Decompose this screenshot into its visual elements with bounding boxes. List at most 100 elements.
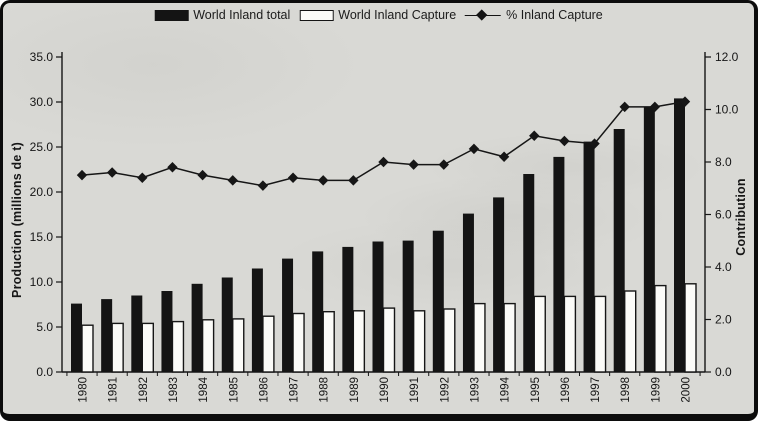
bar-world-inland-total-1999 <box>643 107 655 373</box>
right-axis-tick-label: 8.0 <box>715 155 732 169</box>
bar-world-inland-capture-1999 <box>654 284 667 373</box>
bar-world-inland-total-1986 <box>251 268 263 372</box>
bar-world-inland-total-1998 <box>613 129 625 372</box>
x-axis-year-label: 1980 <box>78 377 90 403</box>
diamond-marker-1996 <box>559 135 570 147</box>
bar-world-inland-capture-1988 <box>322 311 335 373</box>
diamond-marker-1986 <box>257 180 269 191</box>
x-axis-year-label: 1998 <box>620 377 632 403</box>
diamond-marker-1987 <box>287 172 299 183</box>
x-axis-year-label: 1995 <box>530 377 542 403</box>
left-axis-tick-label: 5.0 <box>36 320 53 334</box>
bar-world-inland-total-1982 <box>131 295 143 372</box>
x-axis-year-label: 1992 <box>439 377 451 403</box>
left-axis-tick-label: 20.0 <box>30 185 54 199</box>
x-axis-year-label: 1983 <box>168 377 180 403</box>
diamond-marker-1989 <box>348 175 359 186</box>
left-axis-tick-label: 35.0 <box>30 50 54 64</box>
bar-world-inland-capture-1990 <box>382 307 396 373</box>
x-axis-year-label: 1989 <box>349 377 361 403</box>
legend-item-pct-inland-capture: % Inland Capture <box>465 8 603 22</box>
diamond-marker-1998 <box>619 101 630 113</box>
bar-world-inland-capture-1998 <box>624 290 637 373</box>
bar-world-inland-capture-1997 <box>593 295 607 373</box>
x-axis-year-label: 1986 <box>258 377 270 403</box>
x-axis-year-label: 2000 <box>681 377 693 403</box>
bar-world-inland-total-1990 <box>372 241 384 372</box>
bar-world-inland-total-1985 <box>221 277 233 372</box>
bar-world-inland-total-1980 <box>71 303 82 372</box>
right-axis-tick-label: 6.0 <box>715 208 732 222</box>
bar-world-inland-capture-1996 <box>563 295 577 373</box>
x-axis-year-label: 1987 <box>289 377 301 403</box>
outline-bar-swatch-icon <box>299 9 334 21</box>
bar-world-inland-capture-1986 <box>262 315 275 373</box>
diamond-marker-1995 <box>529 130 540 141</box>
bar-world-inland-capture-1989 <box>352 310 366 373</box>
bar-world-inland-capture-1994 <box>503 302 516 373</box>
bar-world-inland-capture-1993 <box>473 302 486 373</box>
diamond-marker-1990 <box>378 156 389 168</box>
bar-world-inland-capture-1992 <box>443 308 456 373</box>
legend-label-world-inland-capture: World Inland Capture <box>338 8 457 22</box>
bar-world-inland-total-1994 <box>493 197 505 372</box>
diamond-marker-1985 <box>227 175 238 186</box>
left-axis-tick-label: 15.0 <box>30 230 54 244</box>
diamond-line-swatch-icon <box>465 8 502 21</box>
left-axis-tick-label: 10.0 <box>30 275 54 289</box>
bar-world-inland-total-1993 <box>462 213 474 372</box>
bar-world-inland-total-1989 <box>342 246 354 372</box>
left-axis-tick-label: 0.0 <box>36 365 53 379</box>
legend-label-world-inland-total: World Inland total <box>193 8 291 22</box>
x-axis-year-label: 1984 <box>198 376 210 402</box>
bar-world-inland-total-1996 <box>553 156 565 372</box>
bar-world-inland-capture-1981 <box>111 322 124 373</box>
bar-world-inland-capture-1991 <box>412 310 426 373</box>
right-axis-tick-label: 4.0 <box>715 260 732 274</box>
x-axis-year-label: 1985 <box>228 377 240 403</box>
left-axis-tick-label: 25.0 <box>30 140 54 154</box>
bar-world-inland-capture-2000 <box>684 283 697 373</box>
x-axis-year-label: 1991 <box>409 377 421 403</box>
x-axis-year-label: 1982 <box>138 377 150 403</box>
x-axis-year-label: 1981 <box>108 377 120 403</box>
diamond-marker-1984 <box>197 169 208 181</box>
diamond-marker-1981 <box>106 167 118 178</box>
right-axis-tick-label: 2.0 <box>715 313 732 327</box>
x-axis-year-label: 1990 <box>379 377 391 403</box>
bar-world-inland-total-1995 <box>523 174 535 372</box>
diamond-marker-1994 <box>498 151 510 162</box>
legend-item-world-inland-total: World Inland total <box>154 8 290 22</box>
left-axis-tick-label: 30.0 <box>30 95 54 109</box>
bar-world-inland-total-1991 <box>402 240 414 372</box>
bar-world-inland-capture-1995 <box>533 295 546 373</box>
right-axis-tick-label: 12.0 <box>715 50 739 64</box>
bar-world-inland-total-1992 <box>432 230 444 372</box>
bar-world-inland-capture-1984 <box>201 319 215 373</box>
right-axis-tick-label: 0.0 <box>715 365 732 379</box>
bar-world-inland-total-1988 <box>312 251 324 372</box>
bar-world-inland-capture-1982 <box>141 322 155 373</box>
diamond-marker-1991 <box>408 159 419 170</box>
bar-world-inland-total-1997 <box>583 141 595 372</box>
bar-world-inland-total-1984 <box>191 283 203 372</box>
x-axis-year-label: 1988 <box>319 377 331 403</box>
x-axis-year-label: 1994 <box>500 376 512 402</box>
bar-world-inland-total-1981 <box>101 299 113 372</box>
diamond-marker-1993 <box>468 143 480 155</box>
right-axis-tick-label: 10.0 <box>715 103 739 117</box>
bar-world-inland-total-1987 <box>282 258 294 372</box>
diamond-marker-1982 <box>137 172 148 183</box>
bar-world-inland-capture-1980 <box>81 324 94 373</box>
x-axis-year-label: 1993 <box>469 377 481 403</box>
diamond-marker-1980 <box>76 169 88 181</box>
diamond-marker-1997 <box>589 138 600 149</box>
diamond-marker-1988 <box>318 175 329 186</box>
diamond-marker-2000 <box>679 96 691 107</box>
x-axis-year-label: 1997 <box>590 377 602 403</box>
bar-world-inland-capture-1985 <box>232 318 245 373</box>
legend-label-pct-inland-capture: % Inland Capture <box>506 8 603 22</box>
chart-legend: World Inland total World Inland Capture … <box>154 8 603 22</box>
